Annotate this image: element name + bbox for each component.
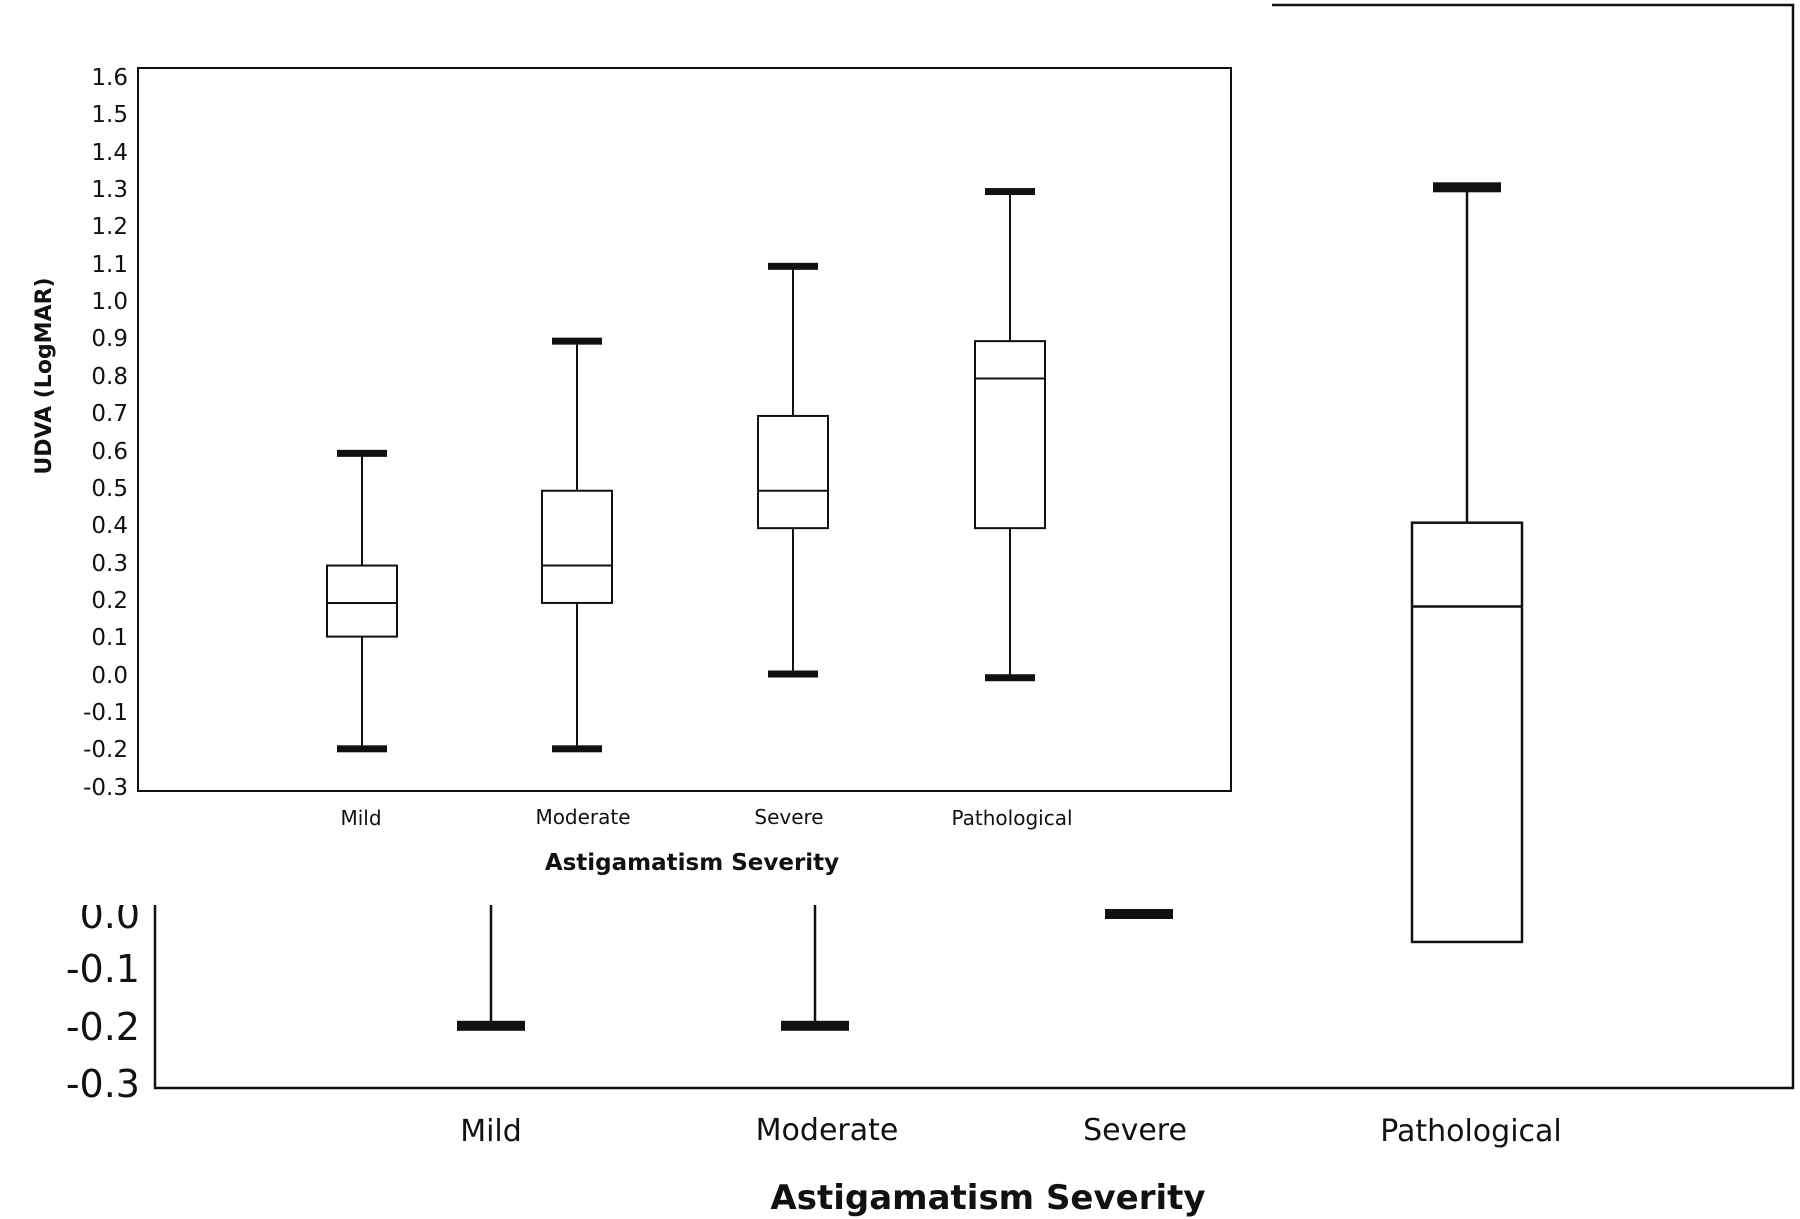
back-ytick-label: -0.2 <box>66 1005 140 1049</box>
front-ytick-label: 0.1 <box>91 625 128 651</box>
back-xtick-label: Mild <box>460 1114 522 1149</box>
front-ytick-label: 0.2 <box>91 588 128 614</box>
front-xtick-label: Mild <box>340 806 381 830</box>
front-ytick-label: 1.5 <box>91 102 128 128</box>
front-ytick-label: 1.4 <box>91 140 128 166</box>
front-ytick-label: -0.1 <box>83 700 128 726</box>
back-xtick-label: Severe <box>1083 1113 1187 1148</box>
front-xtick-label: Severe <box>754 805 823 829</box>
front-ytick-label: 1.3 <box>91 177 128 203</box>
min-cap-severe <box>768 670 818 678</box>
max-cap-severe <box>768 262 818 270</box>
front-ytick-label: 1.6 <box>91 65 128 91</box>
min-cap-mild <box>337 745 387 753</box>
back-xtick-label: Moderate <box>756 1113 899 1148</box>
min-cap-pathological <box>985 674 1035 682</box>
box-severe <box>757 414 829 530</box>
front-ytick-label: 1.1 <box>91 252 128 278</box>
back-ytick-label: -0.3 <box>66 1062 140 1106</box>
front-ytick-label: 1.2 <box>91 214 128 240</box>
back-chart-panel: 0.0 -0.1 -0.2 -0.3 Mild Moderate Severe … <box>66 3 1795 1218</box>
front-xtick-label: Moderate <box>535 805 630 829</box>
front-ytick-label: 0.6 <box>91 439 128 465</box>
min-cap-moderate <box>781 1020 849 1031</box>
front-ytick-label: 0.7 <box>91 401 128 427</box>
box-pathological <box>974 340 1046 530</box>
front-panel-background <box>0 55 1240 905</box>
front-ytick-label: 0.8 <box>91 364 128 390</box>
front-ytick-label: 0.9 <box>91 326 128 352</box>
box-mild <box>326 564 398 638</box>
max-cap-mild <box>337 449 387 457</box>
front-ytick-label: -0.3 <box>83 775 128 801</box>
front-ytick-label: 0.5 <box>91 476 128 502</box>
min-cap-severe <box>1105 909 1173 919</box>
front-y-axis-title: UDVA (LogMAR) <box>32 277 57 474</box>
front-chart-panel: 1.6 1.5 1.4 1.3 1.2 1.1 1.0 0.9 0.8 0.7 … <box>0 55 1240 905</box>
max-cap-pathological <box>985 188 1035 196</box>
front-ytick-label: 0.3 <box>91 551 128 577</box>
front-plot-frame <box>137 67 1232 792</box>
back-plot-frame <box>153 3 1795 1090</box>
max-cap-pathological <box>1433 182 1501 193</box>
front-ytick-label: -0.2 <box>83 737 128 763</box>
back-ytick-label: -0.1 <box>66 947 140 991</box>
front-xtick-label: Pathological <box>951 806 1072 830</box>
front-ytick-label: 0.0 <box>91 663 128 689</box>
back-xtick-label: Pathological <box>1380 1114 1562 1149</box>
box-moderate <box>541 489 613 604</box>
min-cap-mild <box>457 1020 525 1031</box>
front-ytick-label: 1.0 <box>91 289 128 315</box>
front-x-axis-title: Astigamatism Severity <box>545 850 839 876</box>
min-cap-moderate <box>552 745 602 753</box>
front-ytick-label: 0.4 <box>91 513 128 539</box>
back-x-axis-title: Astigamatism Severity <box>770 1178 1205 1218</box>
box-pathological <box>1410 521 1524 944</box>
max-cap-moderate <box>552 337 602 345</box>
